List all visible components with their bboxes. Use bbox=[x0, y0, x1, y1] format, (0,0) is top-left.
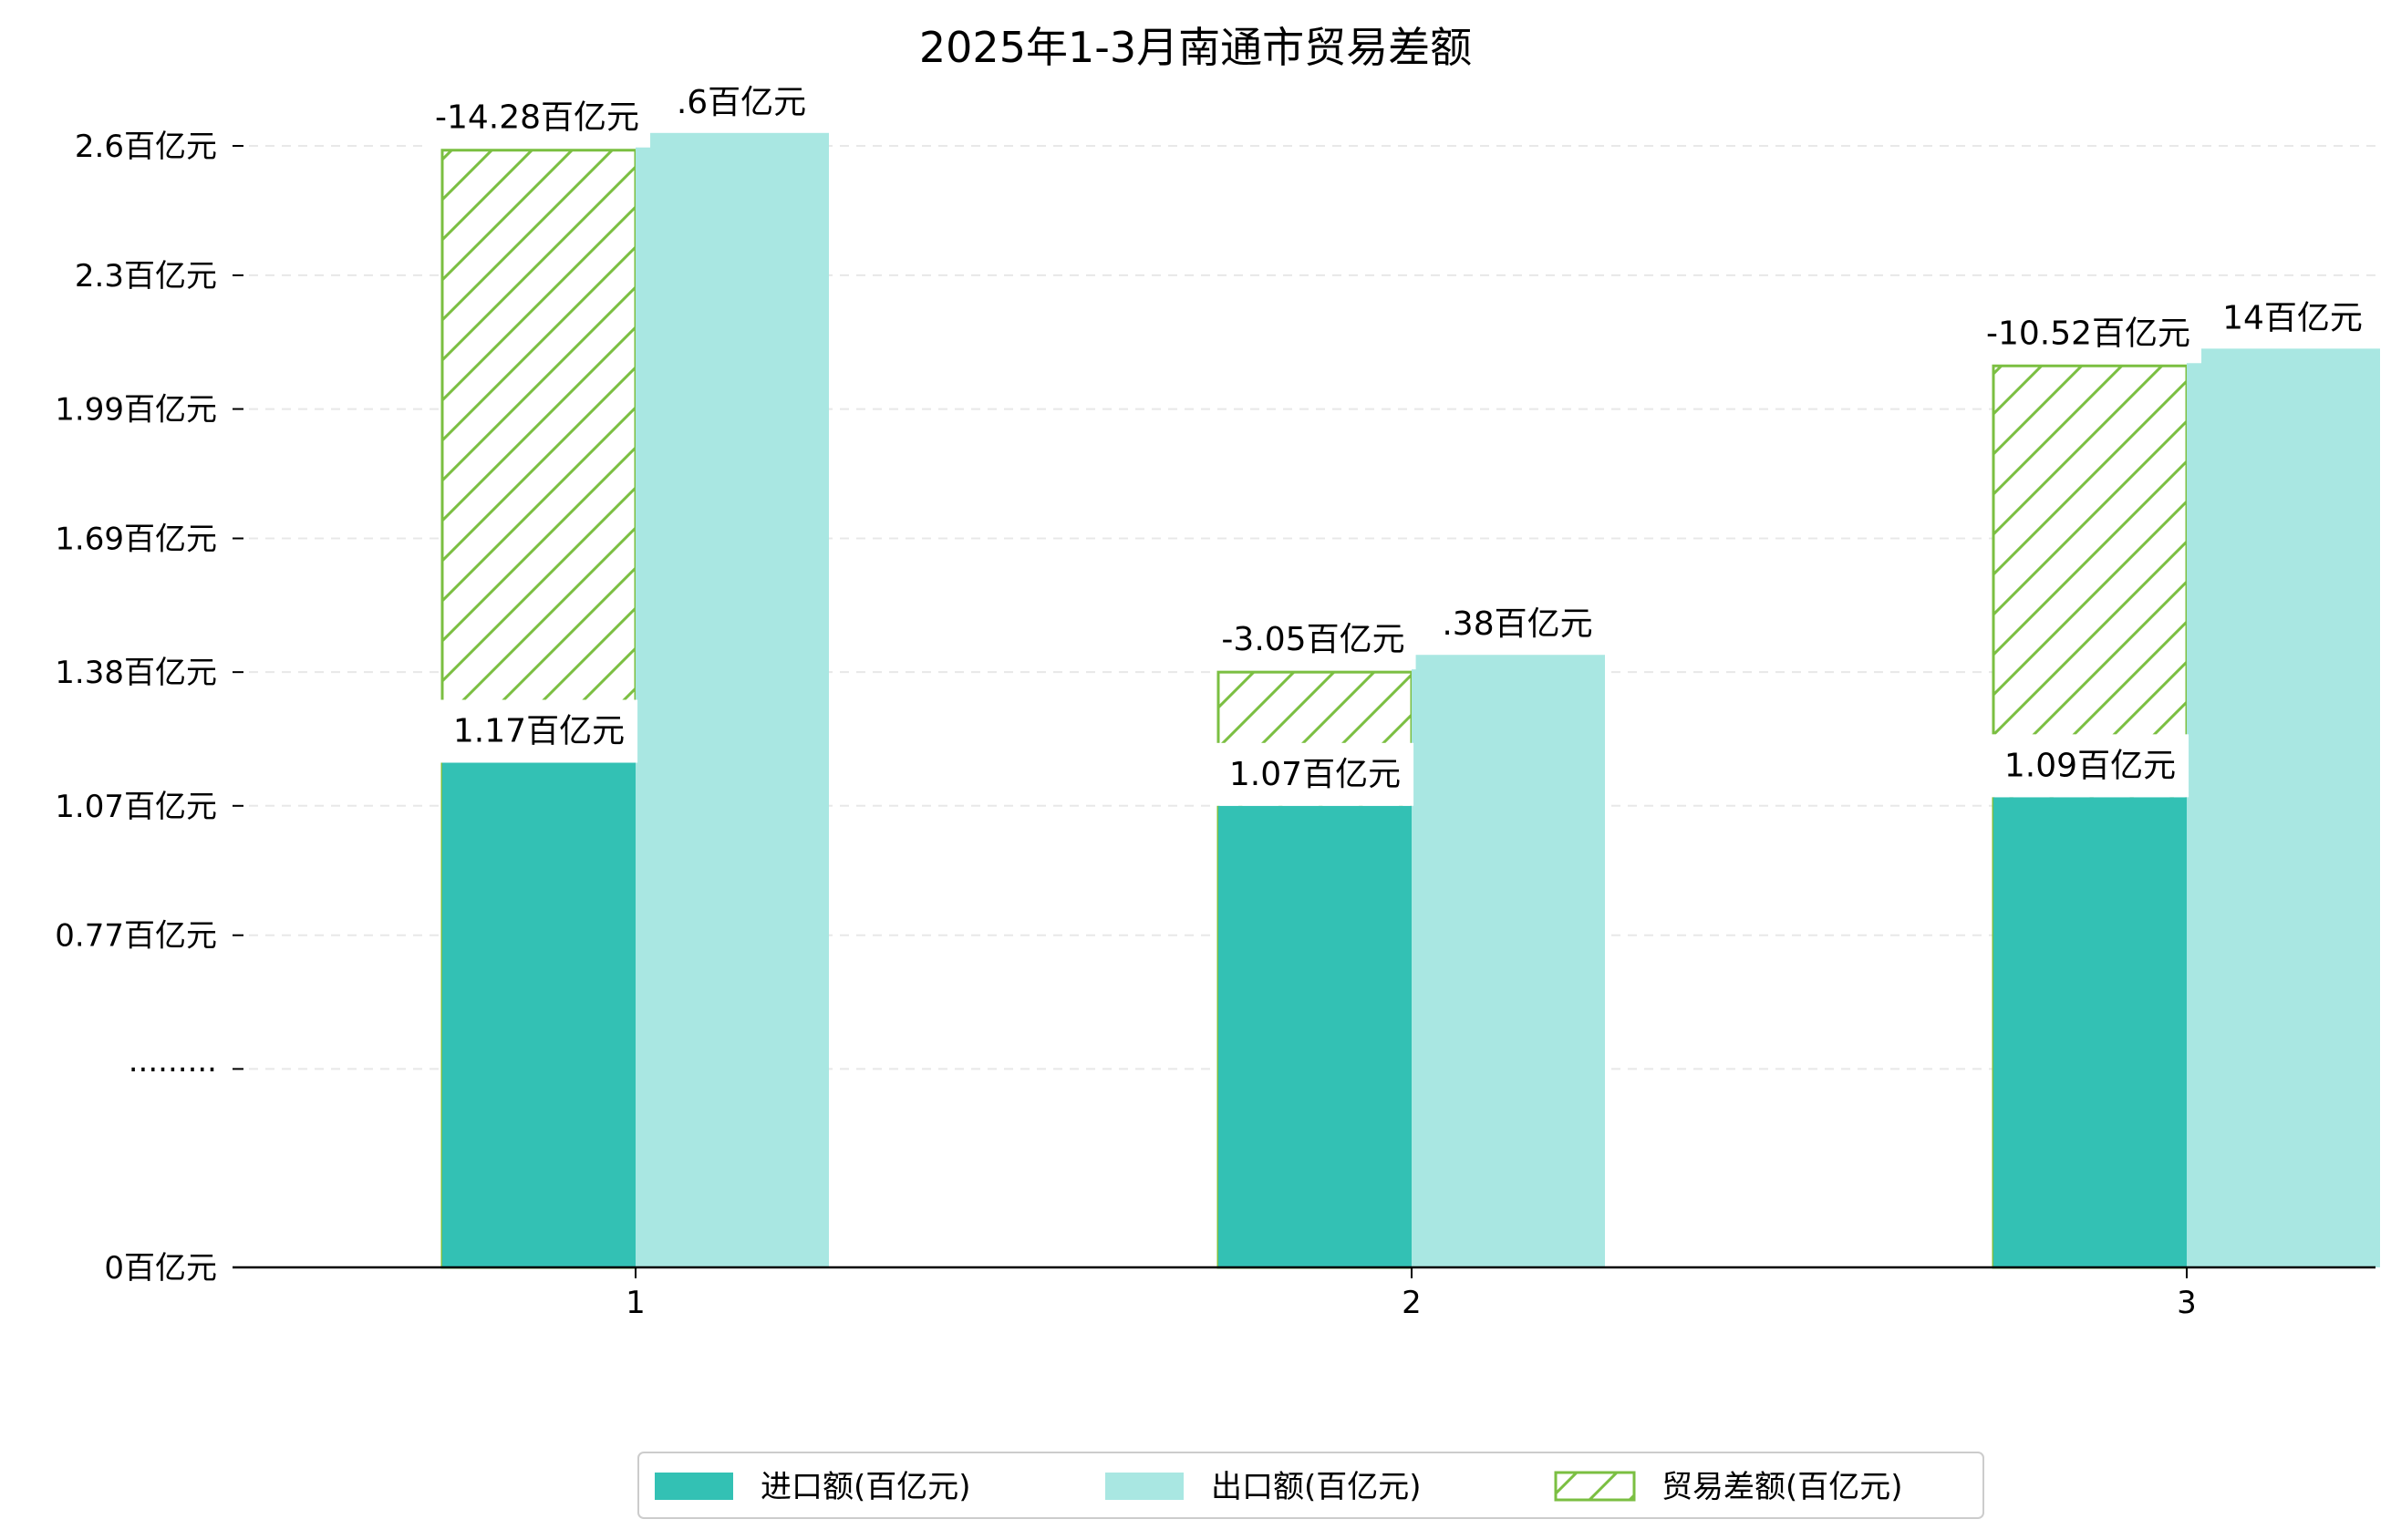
legend-export-label: 出口额(百亿元) bbox=[1211, 1469, 1422, 1505]
legend-box bbox=[637, 1452, 1984, 1519]
legend-export-swatch bbox=[1105, 1473, 1184, 1500]
bars bbox=[440, 132, 2380, 1269]
export-bar bbox=[1412, 655, 1605, 1267]
export-label: 14百亿元 bbox=[2222, 299, 2363, 336]
trade-balance-label: -10.52百亿元 bbox=[1986, 315, 2190, 352]
y-tick-label: 1.38百亿元 bbox=[55, 655, 217, 691]
import-label-bg bbox=[440, 699, 638, 763]
trade-balance-label: -14.28百亿元 bbox=[435, 99, 639, 137]
import-label-bg bbox=[1216, 742, 1414, 806]
legend: 进口额(百亿元) 出口额(百亿元) 贸易差额(百亿元) bbox=[637, 1452, 1984, 1519]
export-bar bbox=[636, 132, 829, 1267]
import-label: 1.17百亿元 bbox=[453, 713, 625, 750]
trade-balance-label-bg bbox=[423, 88, 651, 148]
y-tick-label: 1.99百亿元 bbox=[55, 392, 217, 429]
trade-balance-label: -3.05百亿元 bbox=[1221, 621, 1404, 658]
x-tick-label: 1 bbox=[626, 1285, 646, 1321]
import-label: 1.09百亿元 bbox=[2004, 747, 2176, 784]
export-label: .6百亿元 bbox=[677, 84, 806, 121]
y-tick-label: ········· bbox=[129, 1051, 217, 1088]
data-labels: -14.28百亿元 .6百亿元 1.17百亿元 -3.05百亿元 .38百亿元 1.07百… bbox=[423, 74, 2372, 806]
y-tick-label: 0百亿元 bbox=[104, 1250, 217, 1287]
export-label-bg bbox=[2213, 290, 2372, 346]
import-label-group: 1.09百亿元 bbox=[1991, 734, 2189, 798]
export-label-group: 14百亿元 bbox=[2213, 290, 2372, 346]
import-label-bg bbox=[1991, 734, 2189, 798]
trade-balance-label-group: -14.28百亿元 bbox=[423, 88, 651, 148]
export-bar bbox=[2187, 348, 2380, 1267]
export-label-group: .6百亿元 bbox=[667, 74, 816, 130]
import-bar bbox=[442, 762, 636, 1267]
import-bar bbox=[1993, 797, 2187, 1267]
export-label-group: .38百亿元 bbox=[1433, 596, 1602, 653]
chart-title: 2025年1-3月南通市贸易差额 bbox=[919, 23, 1472, 72]
y-tick-label: 0.77百亿元 bbox=[55, 918, 217, 955]
legend-balance-label: 贸易差额(百亿元) bbox=[1661, 1469, 1903, 1505]
import-bar bbox=[1218, 805, 1412, 1267]
legend-balance-swatch bbox=[1554, 1471, 1636, 1502]
trade-balance-label-bg bbox=[1210, 610, 1416, 670]
import-label: 1.07百亿元 bbox=[1229, 756, 1401, 793]
trade-balance-label-group: -10.52百亿元 bbox=[1974, 304, 2202, 364]
y-tick-label: 1.07百亿元 bbox=[55, 789, 217, 825]
legend-import-label: 进口额(百亿元) bbox=[761, 1469, 971, 1505]
import-label-group: 1.07百亿元 bbox=[1216, 742, 1414, 806]
import-label-group: 1.17百亿元 bbox=[440, 699, 638, 763]
y-tick-label: 2.6百亿元 bbox=[75, 129, 217, 165]
x-tick-label: 3 bbox=[2177, 1285, 2197, 1321]
axes: 0百亿元·········0.77百亿元1.07百亿元1.38百亿元1.69百亿… bbox=[55, 129, 2375, 1321]
trade-balance-label-group: -3.05百亿元 bbox=[1210, 610, 1416, 670]
x-tick-label: 2 bbox=[1402, 1285, 1422, 1321]
export-label: .38百亿元 bbox=[1442, 605, 1592, 643]
y-tick-label: 2.3百亿元 bbox=[75, 258, 217, 295]
trade-balance-label-bg bbox=[1974, 304, 2202, 364]
legend-import-swatch bbox=[655, 1473, 733, 1500]
y-tick-label: 1.69百亿元 bbox=[55, 522, 217, 558]
export-label-bg bbox=[1433, 596, 1602, 653]
export-label-bg bbox=[667, 74, 816, 130]
